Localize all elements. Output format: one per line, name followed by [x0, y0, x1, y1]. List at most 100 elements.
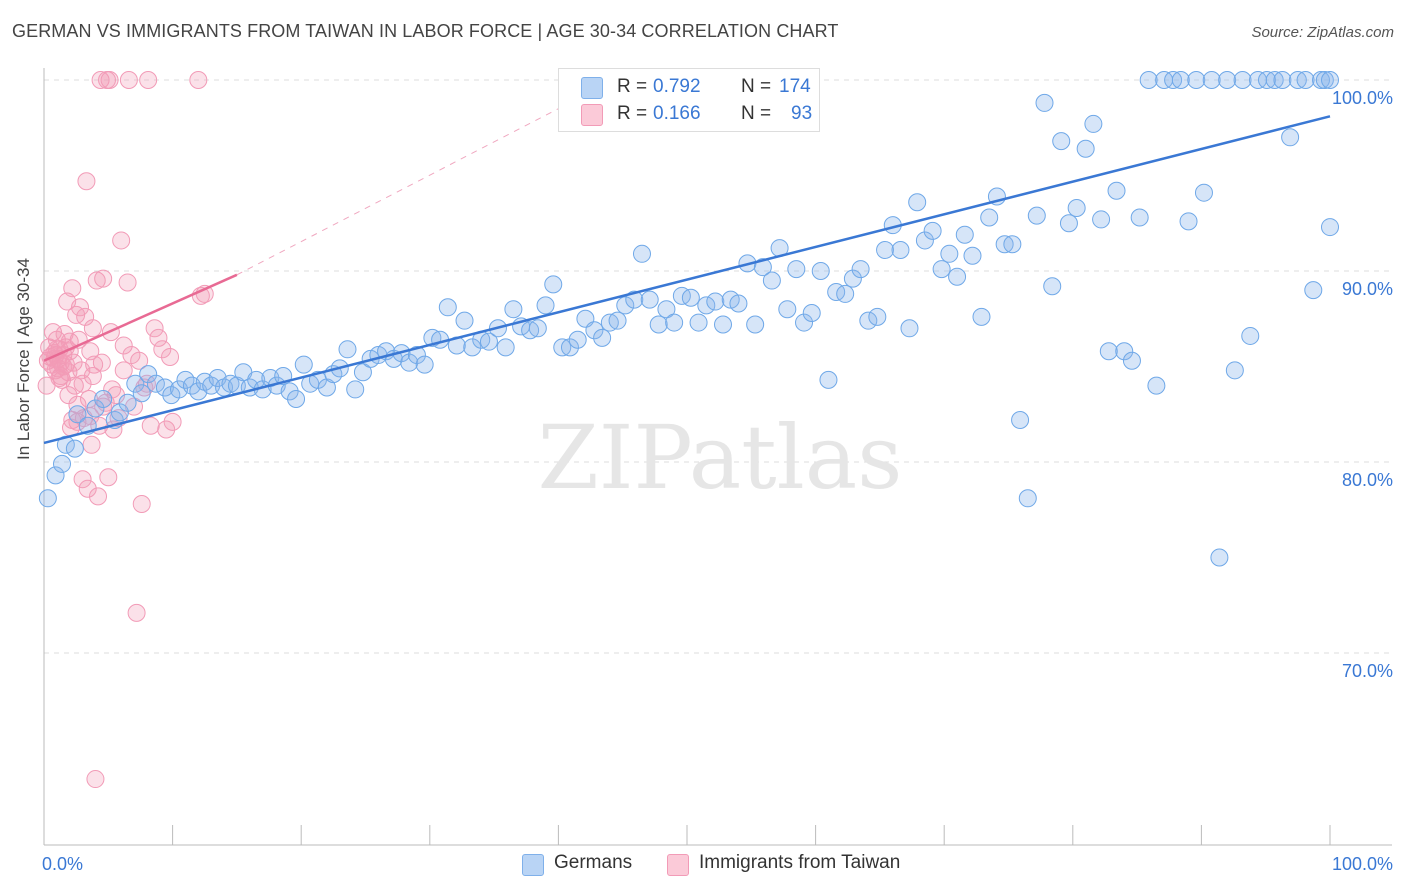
germans-point — [400, 353, 419, 372]
germans-point — [338, 340, 357, 359]
series-germans-points — [38, 71, 1339, 567]
germans-point — [827, 283, 846, 302]
germans-point — [1107, 181, 1126, 200]
germans-point — [640, 290, 659, 309]
germans-point — [1257, 71, 1276, 89]
series-taiwan-points — [37, 71, 214, 789]
germans-point — [762, 271, 781, 290]
germans-point — [455, 311, 474, 330]
chart-title: GERMAN VS IMMIGRANTS FROM TAIWAN IN LABO… — [12, 21, 839, 41]
taiwan-point — [118, 273, 137, 292]
germans-point — [560, 338, 579, 357]
germans-point — [1179, 212, 1198, 231]
germans-point — [714, 315, 733, 334]
germans-point — [1092, 210, 1111, 229]
germans-point — [86, 399, 105, 418]
germans-point — [980, 208, 999, 227]
x-tick-label-max: 100.0% — [1332, 854, 1393, 874]
taiwan-point — [119, 71, 138, 89]
taiwan-point — [112, 231, 131, 250]
germans-point — [1171, 71, 1190, 89]
germans-point — [1187, 71, 1206, 89]
germans-point — [126, 374, 145, 393]
taiwan-point — [63, 279, 82, 298]
germans-point — [536, 296, 555, 315]
germans-point — [1265, 71, 1284, 89]
taiwan-point — [99, 468, 118, 487]
taiwan-point — [73, 374, 92, 393]
source-label: Source: ZipAtlas.com — [1251, 24, 1394, 41]
taiwan-point — [71, 298, 90, 317]
germans-point — [1035, 93, 1054, 112]
germans-point — [795, 313, 814, 332]
germans-point — [1194, 183, 1213, 202]
germans-point — [1018, 489, 1037, 508]
germans-point — [353, 363, 372, 382]
germans-point — [689, 313, 708, 332]
germans-point — [1059, 214, 1078, 233]
germans-point — [778, 300, 797, 319]
taiwan-point — [85, 355, 104, 374]
germans-point — [1311, 71, 1330, 89]
taiwan-point — [141, 416, 160, 435]
germans-n-value: 174 — [779, 76, 811, 97]
germans-point — [1210, 548, 1229, 567]
x-tick-label-min: 0.0% — [42, 854, 83, 874]
taiwan-legend-label: Immigrants from Taiwan — [699, 852, 901, 873]
taiwan-r-value: 0.166 — [653, 103, 701, 124]
germans-point — [1218, 71, 1237, 89]
germans-point — [1027, 206, 1046, 225]
germans-point — [940, 244, 959, 263]
germans-point — [294, 355, 313, 374]
taiwan-point — [83, 319, 102, 338]
taiwan-point — [50, 368, 69, 387]
germans-point — [46, 466, 65, 485]
taiwan-point — [83, 367, 102, 386]
germans-point — [1067, 198, 1086, 217]
axes — [43, 68, 1392, 846]
germans-point — [729, 294, 748, 313]
germans-point — [1273, 71, 1292, 89]
germans-point — [68, 405, 87, 424]
taiwan-point — [91, 71, 110, 89]
germans-point — [1052, 132, 1071, 151]
germans-point — [955, 225, 974, 244]
germans-legend-label: Germans — [554, 852, 633, 873]
germans-point — [891, 240, 910, 259]
germans-point — [1164, 71, 1183, 89]
germans-r-value: 0.792 — [653, 76, 701, 97]
taiwan-point — [100, 71, 119, 89]
y-tick-label: 70.0% — [1342, 661, 1393, 681]
germans-point — [1321, 218, 1339, 237]
taiwan-point — [59, 386, 78, 405]
germans-point — [963, 246, 982, 265]
germans-point — [1043, 277, 1062, 296]
r-label: R = — [617, 103, 648, 124]
germans-point — [438, 298, 457, 317]
y-tick-label: 100.0% — [1332, 88, 1393, 108]
taiwan-point — [59, 363, 78, 382]
taiwan-point — [153, 340, 172, 359]
germans-point — [1288, 71, 1307, 89]
taiwan-point — [82, 435, 101, 454]
germans-point — [900, 319, 919, 338]
taiwan-point — [127, 603, 146, 622]
n-label: N = — [741, 76, 772, 97]
germans-trend-line — [43, 115, 1331, 445]
germans-point — [1076, 139, 1095, 158]
taiwan-point — [189, 71, 208, 89]
germans-point — [110, 403, 129, 422]
germans-point — [923, 221, 942, 240]
germans-point — [787, 260, 806, 279]
germans-point — [608, 311, 627, 330]
taiwan-swatch — [581, 104, 603, 126]
r-label: R = — [617, 76, 648, 97]
germans-point — [625, 290, 644, 309]
germans-point — [811, 262, 830, 280]
germans-point — [632, 244, 651, 263]
taiwan-point — [89, 487, 108, 506]
germans-point — [1122, 351, 1141, 370]
stats-legend: R = 0.792 N = 174 R = 0.166 N = 93 — [558, 68, 820, 132]
taiwan-point — [139, 71, 158, 89]
